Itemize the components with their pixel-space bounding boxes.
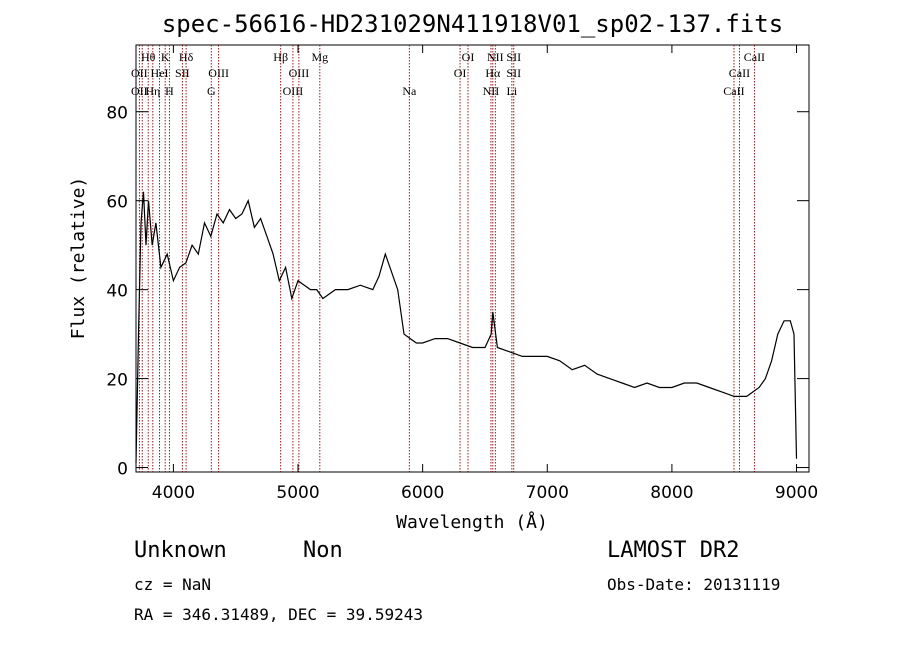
marker-label-bot-15: Na: [402, 84, 417, 98]
y-tick-label-1: 20: [106, 371, 128, 391]
plot-frame: [135, 44, 810, 473]
marker-label-top-11: Hβ: [273, 50, 288, 64]
marker-label-mid-22: SII: [506, 66, 521, 80]
y-tick-label-2: 40: [106, 282, 128, 302]
x-tick-label-4: 8000: [650, 483, 693, 503]
obs-date-label: Obs-Date: 20131119: [607, 575, 781, 594]
chart-title: spec-56616-HD231029N411918V01_sp02-137.f…: [161, 10, 784, 38]
marker-label-mid-4: HeI: [151, 66, 169, 80]
spectral-subclass-label: Non: [303, 538, 343, 563]
marker-label-top-22: SII: [506, 50, 521, 64]
spectrum-series-line-0: [135, 191, 798, 464]
marker-label-bot-21: Li: [507, 84, 518, 98]
marker-label-mid-13: OIII: [289, 66, 310, 80]
x-tick-label-1: 5000: [276, 483, 319, 503]
marker-label-top-8: Hδ: [179, 50, 194, 64]
marker-label-bot-6: H: [165, 84, 174, 98]
marker-label-bot-3: Hη: [145, 84, 160, 98]
y-tick-label-4: 80: [106, 104, 128, 124]
y-tick-label-3: 60: [106, 193, 128, 213]
x-axis-label: Wavelength (Å): [396, 511, 548, 533]
marker-label-bot-9: G: [207, 84, 216, 98]
marker-label-mid-0: OII: [131, 66, 148, 80]
cz-label: cz = NaN: [134, 575, 212, 594]
x-tick-label-0: 4000: [152, 483, 195, 503]
x-tick-label-5: 9000: [775, 483, 818, 503]
marker-label-top-25: CaII: [744, 50, 765, 64]
marker-label-top-14: Mg: [311, 50, 328, 64]
marker-label-mid-16: OI: [454, 66, 467, 80]
marker-label-bot-12: OIII: [283, 84, 304, 98]
marker-label-top-17: OI: [462, 50, 475, 64]
y-axis-label: Flux (relative): [68, 177, 89, 340]
marker-label-top-2: Hθ: [141, 50, 156, 64]
marker-label-mid-10: OIII: [208, 66, 229, 80]
marker-label-mid-24: CaII: [729, 66, 750, 80]
marker-label-bot-23: CaII: [723, 84, 744, 98]
x-tick-label-2: 6000: [401, 483, 444, 503]
marker-label-mid-19: Hα: [485, 66, 501, 80]
survey-label: LAMOST DR2: [607, 538, 740, 563]
marker-label-top-20: NII: [487, 50, 504, 64]
y-tick-label-0: 0: [117, 460, 128, 480]
x-tick-label-3: 7000: [526, 483, 569, 503]
ra-dec-label: RA = 346.31489, DEC = 39.59243: [134, 605, 423, 624]
spectral-class-label: Unknown: [134, 538, 227, 563]
marker-label-bot-18: NII: [483, 84, 500, 98]
marker-label-mid-7: SII: [175, 66, 190, 80]
marker-label-bot-0: OII: [131, 84, 148, 98]
marker-label-top-5: K: [161, 50, 170, 64]
